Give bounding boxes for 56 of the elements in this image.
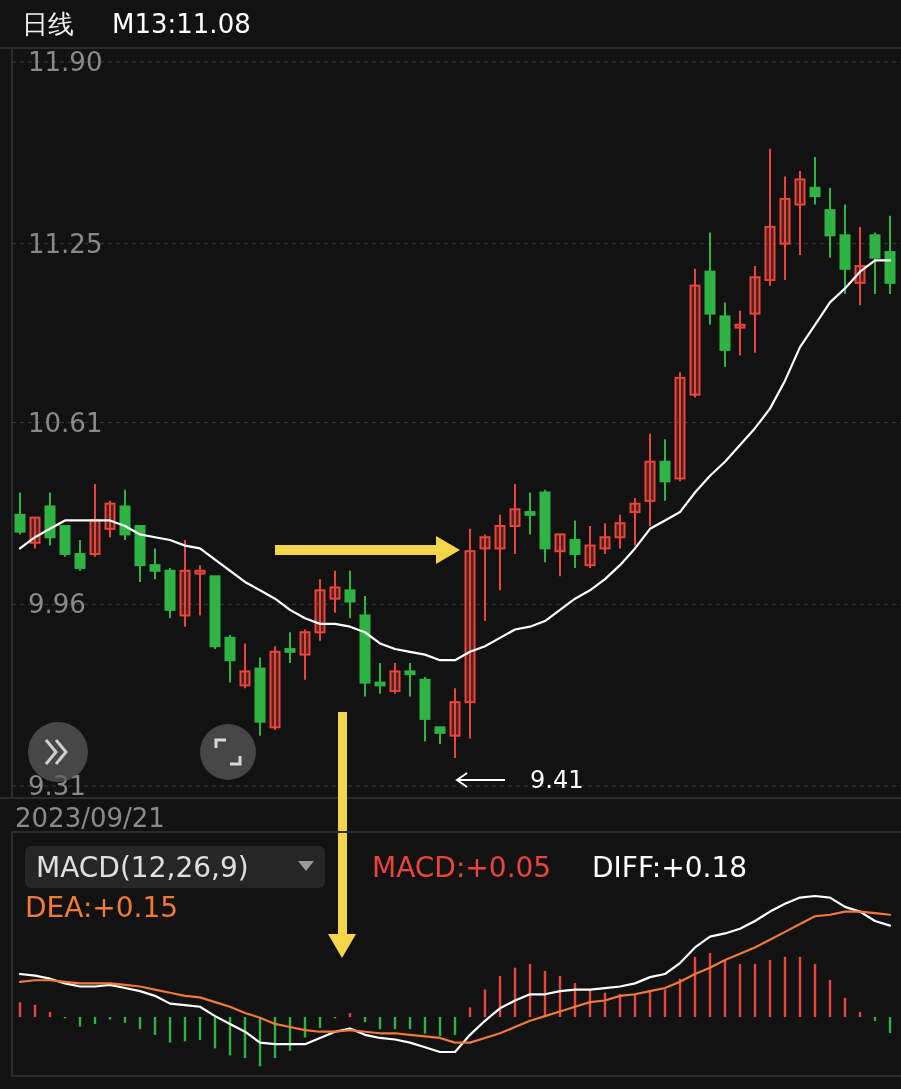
- text: MACD:+0.05: [372, 850, 552, 884]
- y-tick-label: 11.25: [28, 228, 103, 259]
- y-tick-label: 9.96: [28, 589, 86, 620]
- candlestick: [554, 533, 566, 578]
- candlestick: [299, 628, 311, 681]
- candlestick: [689, 267, 701, 399]
- candlestick: [599, 522, 611, 555]
- candlestick: [29, 516, 41, 550]
- candlestick: [449, 687, 461, 760]
- y-tick-label: 11.90: [28, 47, 103, 77]
- y-tick-label: 10.61: [28, 407, 103, 438]
- candlestick: [509, 483, 521, 555]
- text: 2023/09/21: [15, 803, 165, 833]
- candlestick: [779, 175, 791, 282]
- candlestick: [329, 569, 341, 614]
- candlestick: [479, 533, 491, 623]
- candlestick: [494, 513, 506, 592]
- chart-title: 日线: [22, 9, 74, 39]
- candlestick: [644, 432, 656, 528]
- candlestick: [224, 634, 236, 684]
- candlestick: [239, 642, 251, 690]
- y-tick-label: 9.31: [28, 771, 86, 801]
- candlestick: [794, 170, 806, 256]
- candlestick: [284, 631, 296, 664]
- series-label: DIFF:+0.18: [592, 850, 748, 884]
- candlestick: [194, 564, 206, 617]
- candlestick: [629, 497, 641, 547]
- candlestick: [869, 231, 881, 296]
- candlestick: [269, 645, 281, 732]
- candlestick: [749, 265, 761, 354]
- candlestick: [584, 525, 596, 569]
- chart-title: MACD(12,26,9): [36, 850, 249, 884]
- candlestick: [734, 309, 746, 357]
- candlestick: [344, 569, 356, 620]
- text: DEA:+0.15: [25, 890, 179, 924]
- candlestick: [464, 527, 476, 740]
- text: M13:11.08: [112, 9, 251, 39]
- candlestick: [149, 547, 161, 581]
- candlestick: [389, 662, 401, 695]
- candlestick: [89, 483, 101, 558]
- candlestick: [104, 499, 116, 539]
- candlestick: [374, 662, 386, 695]
- candlestick: [569, 519, 581, 569]
- candlestick: [614, 513, 626, 550]
- annotation: 9.41: [530, 766, 584, 794]
- candlestick: [314, 578, 326, 642]
- candlestick: [524, 491, 536, 536]
- candlestick: [14, 491, 26, 536]
- candlestick: [74, 539, 86, 572]
- candlestick: [659, 438, 671, 502]
- candlestick: [179, 539, 191, 628]
- candlestick: [764, 147, 776, 287]
- candlestick: [809, 156, 821, 206]
- candlestick: [674, 371, 686, 483]
- candlestick: [404, 662, 416, 698]
- bar: [108, 1017, 112, 1020]
